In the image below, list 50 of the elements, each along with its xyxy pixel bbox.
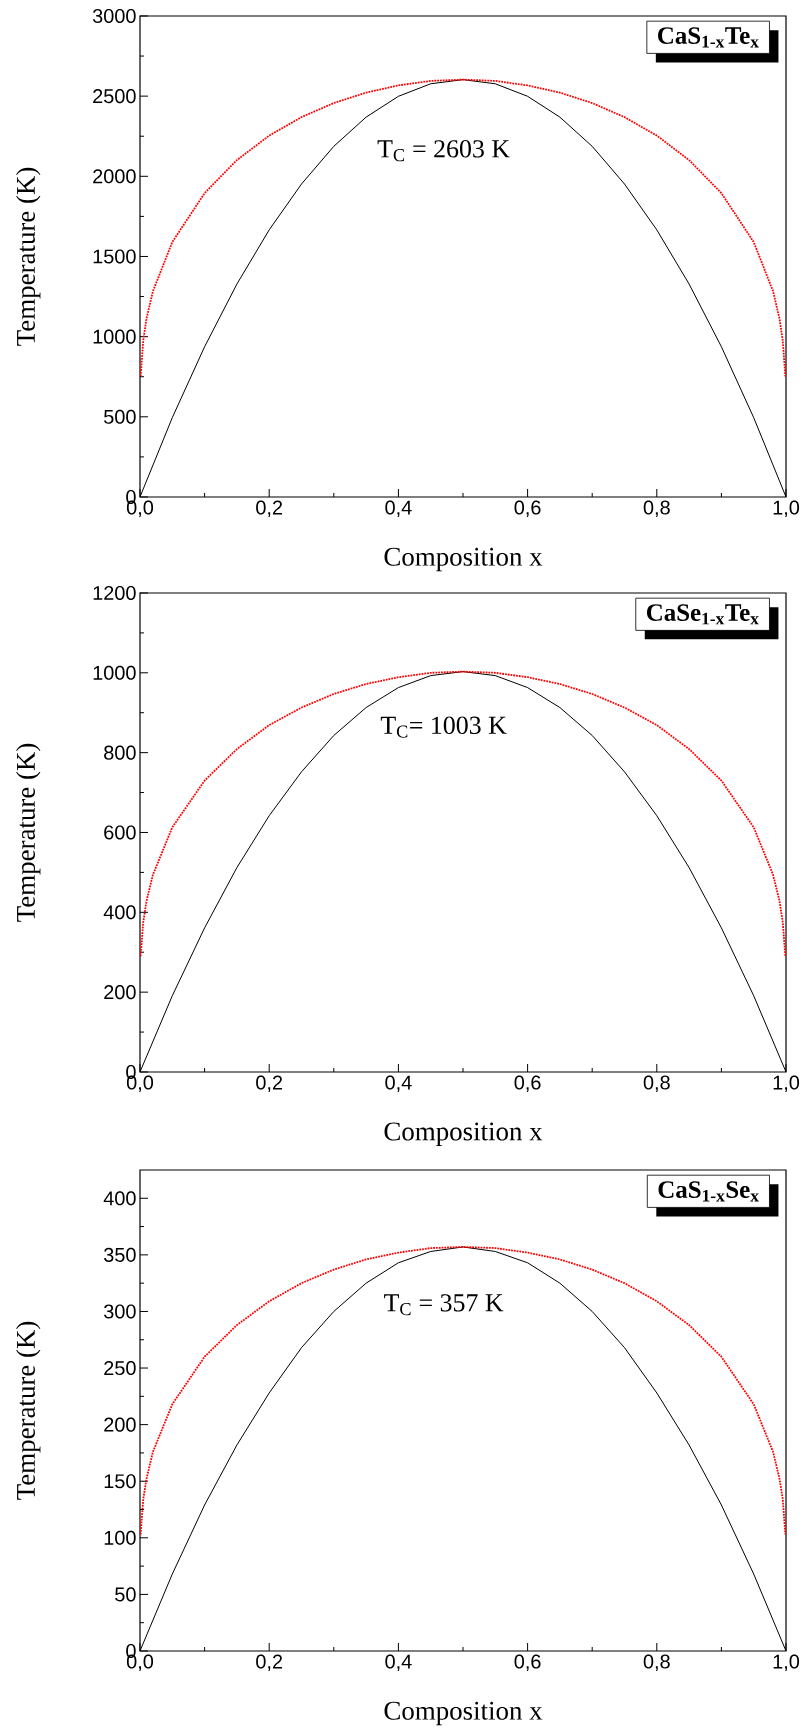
y-tick-label: 1200 bbox=[93, 585, 136, 601]
y-tick-label: 500 bbox=[104, 409, 136, 424]
x-axis-title: Composition x bbox=[384, 1701, 543, 1726]
x-tick-label: 0,8 bbox=[643, 1654, 670, 1671]
y-tick-label: 50 bbox=[115, 1587, 136, 1602]
y-axis-title: Temperature (K) bbox=[16, 1321, 41, 1500]
y-tick-label: 1500 bbox=[93, 249, 136, 264]
chart-title: CaSe$_{1-x}$Te$_{x}$ bbox=[646, 604, 759, 625]
x-tick-label: 0,6 bbox=[514, 500, 541, 517]
x-axis-title: Composition x bbox=[384, 1122, 543, 1147]
x-tick-label: 1,0 bbox=[773, 1075, 800, 1092]
x-tick-label: 0,2 bbox=[256, 1654, 283, 1671]
line-series bbox=[140, 78, 786, 378]
y-tick-label: 400 bbox=[103, 1191, 136, 1206]
y-tick-label: 200 bbox=[104, 1417, 136, 1432]
x-tick-label: 0,6 bbox=[514, 1654, 541, 1671]
line-series bbox=[140, 670, 786, 958]
y-tick-label: 1000 bbox=[93, 665, 136, 680]
y-tick-label: 2000 bbox=[93, 169, 136, 184]
line-series bbox=[140, 1246, 786, 1536]
x-tick-label: 1,0 bbox=[773, 500, 800, 517]
y-axis-title: Temperature (K) bbox=[16, 743, 41, 922]
x-tick-label: 0,4 bbox=[385, 1654, 412, 1671]
x-tick-label: 0,8 bbox=[643, 500, 670, 517]
y-tick-label: 2500 bbox=[93, 89, 136, 104]
x-tick-label: 0,6 bbox=[514, 1075, 541, 1092]
y-axis-title: Temperature (K) bbox=[16, 167, 41, 346]
y-tick-label: 400 bbox=[103, 905, 136, 920]
x-axis-title: Composition x bbox=[384, 547, 543, 572]
x-tick-label: 1,0 bbox=[773, 1654, 800, 1671]
x-tick-label: 0,2 bbox=[256, 500, 283, 517]
annotation: T$_{C}$= 1003 K bbox=[380, 716, 507, 738]
x-tick-label: 0,4 bbox=[385, 1075, 412, 1092]
y-tick-label: 200 bbox=[104, 985, 136, 1000]
x-tick-label: 0,4 bbox=[385, 500, 412, 517]
y-tick-label: 250 bbox=[104, 1361, 136, 1376]
x-tick-label: 0,8 bbox=[643, 1075, 670, 1092]
chart-title: CaS$_{1-x}$Se$_{x}$ bbox=[658, 1181, 759, 1202]
y-tick-label: 350 bbox=[104, 1247, 136, 1262]
y-tick-label: 3000 bbox=[92, 8, 136, 24]
x-tick-label: 0,2 bbox=[256, 1075, 283, 1092]
y-tick-label: 1000 bbox=[93, 329, 136, 344]
annotation: T$_{C}$ = 357 K bbox=[384, 1294, 504, 1316]
y-tick-label: 600 bbox=[104, 825, 136, 840]
y-tick-label: 150 bbox=[104, 1474, 136, 1489]
chart-title: CaS$_{1-x}$Te$_{x}$ bbox=[658, 27, 759, 48]
y-tick-label: 800 bbox=[104, 745, 136, 760]
y-tick-label: 100 bbox=[104, 1530, 136, 1545]
annotation: T$_{C}$ = 2603 K bbox=[377, 140, 510, 162]
y-tick-label: 300 bbox=[104, 1304, 136, 1319]
